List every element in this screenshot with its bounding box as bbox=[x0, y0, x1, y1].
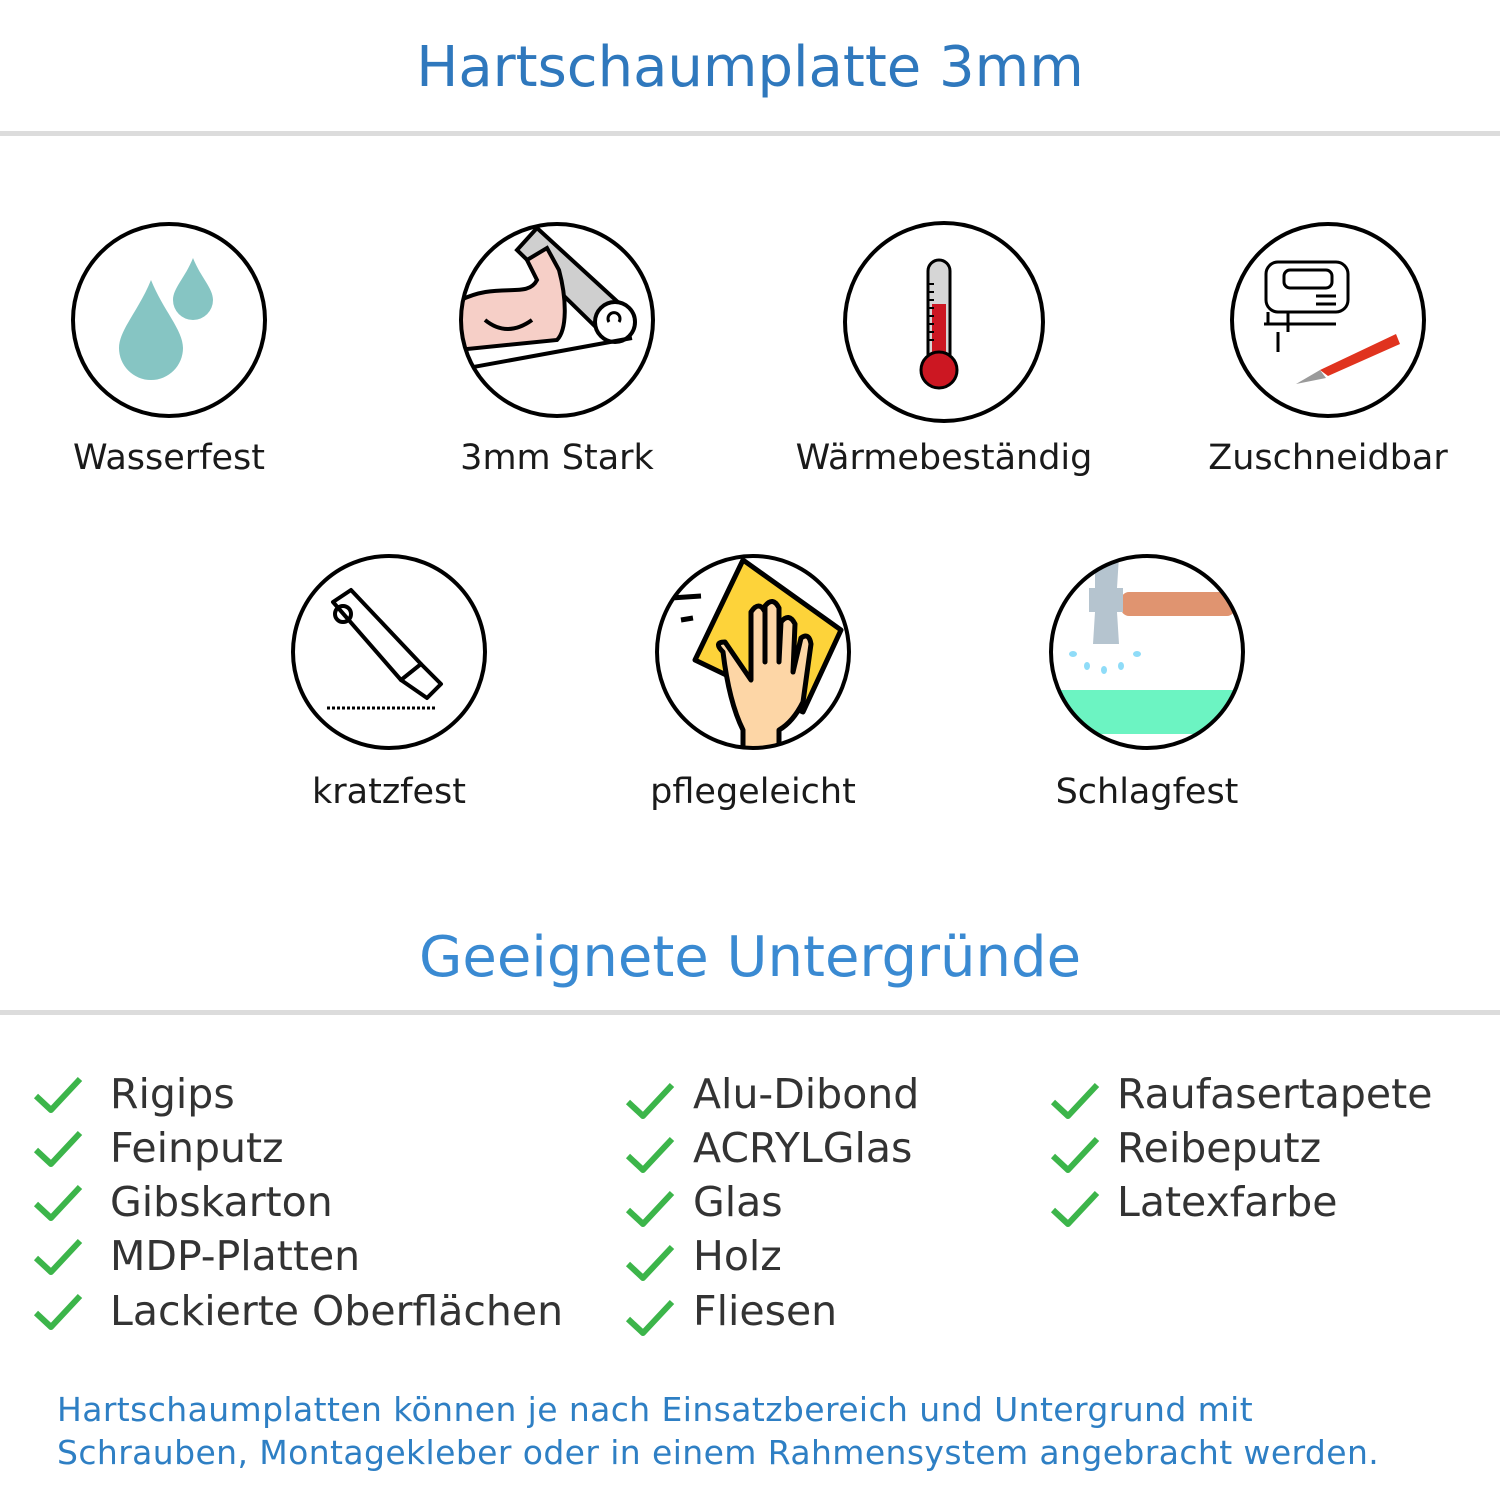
checkmark-icon bbox=[1050, 1190, 1100, 1227]
surface-label: Gibskarton bbox=[110, 1178, 333, 1226]
surface-label: Latexfarbe bbox=[1117, 1178, 1338, 1226]
page-title: Hartschaumplatte 3mm bbox=[416, 35, 1084, 100]
feature-zuschneidbar: Zuschneidbar bbox=[1148, 220, 1500, 478]
feature-pflegeleicht: pflegeleicht bbox=[573, 552, 933, 812]
jigsaw-icon bbox=[1230, 222, 1426, 418]
divider bbox=[0, 1010, 1500, 1015]
feature-3mm-stark: 3mm Stark bbox=[377, 220, 737, 478]
feature-label: Zuschneidbar bbox=[1208, 438, 1448, 478]
surface-label: Reibeputz bbox=[1117, 1124, 1322, 1172]
surface-label: Rigips bbox=[110, 1070, 235, 1118]
feature-label: pflegeleicht bbox=[650, 772, 856, 812]
water-drops-icon bbox=[71, 222, 267, 418]
surface-label: Fliesen bbox=[693, 1287, 838, 1335]
checkmark-icon bbox=[1050, 1136, 1100, 1173]
checkmark-icon bbox=[625, 1136, 675, 1173]
surface-label: Holz bbox=[693, 1232, 782, 1280]
surface-label: MDP-Platten bbox=[110, 1232, 361, 1280]
footer-text-line1: Hartschaumplatten können je nach Einsatz… bbox=[57, 1390, 1254, 1429]
feature-waermebestaendig: Wärmebeständig bbox=[764, 220, 1124, 478]
surface-label: Lackierte Oberflächen bbox=[110, 1287, 564, 1335]
feature-label: Wärmebeständig bbox=[795, 438, 1093, 478]
footer-text-line2: Schrauben, Montagekleber oder in einem R… bbox=[57, 1433, 1380, 1472]
cutter-knife-icon bbox=[291, 554, 487, 750]
section-title: Geeignete Untergründe bbox=[418, 925, 1082, 990]
hammer-icon bbox=[1049, 554, 1245, 750]
cleaning-hand-icon bbox=[655, 554, 851, 750]
checkmark-icon bbox=[33, 1076, 83, 1113]
flexed-arm-icon bbox=[459, 222, 655, 418]
checkmark-icon bbox=[625, 1299, 675, 1336]
checkmark-icon bbox=[33, 1130, 83, 1167]
feature-wasserfest: Wasserfest bbox=[0, 220, 349, 478]
checkmark-icon bbox=[33, 1238, 83, 1275]
checkmark-icon bbox=[625, 1082, 675, 1119]
feature-label: Wasserfest bbox=[72, 438, 266, 478]
feature-schlagfest: Schlagfest bbox=[967, 552, 1327, 812]
checkmark-icon bbox=[33, 1184, 83, 1221]
checkmark-icon bbox=[625, 1244, 675, 1281]
surface-label: Feinputz bbox=[110, 1124, 284, 1172]
feature-label: 3mm Stark bbox=[460, 438, 654, 478]
feature-kratzfest: kratzfest bbox=[209, 552, 569, 812]
checkmark-icon bbox=[625, 1190, 675, 1227]
surface-label: Raufasertapete bbox=[1117, 1070, 1433, 1118]
feature-label: Schlagfest bbox=[1055, 772, 1239, 812]
thermometer-icon bbox=[843, 221, 1045, 423]
checkmark-icon bbox=[33, 1293, 83, 1330]
surface-label: Glas bbox=[693, 1178, 783, 1226]
checkmark-icon bbox=[1050, 1082, 1100, 1119]
feature-label: kratzfest bbox=[311, 772, 466, 812]
surface-label: ACRYLGlas bbox=[693, 1124, 913, 1172]
divider bbox=[0, 131, 1500, 136]
surface-label: Alu-Dibond bbox=[693, 1070, 920, 1118]
